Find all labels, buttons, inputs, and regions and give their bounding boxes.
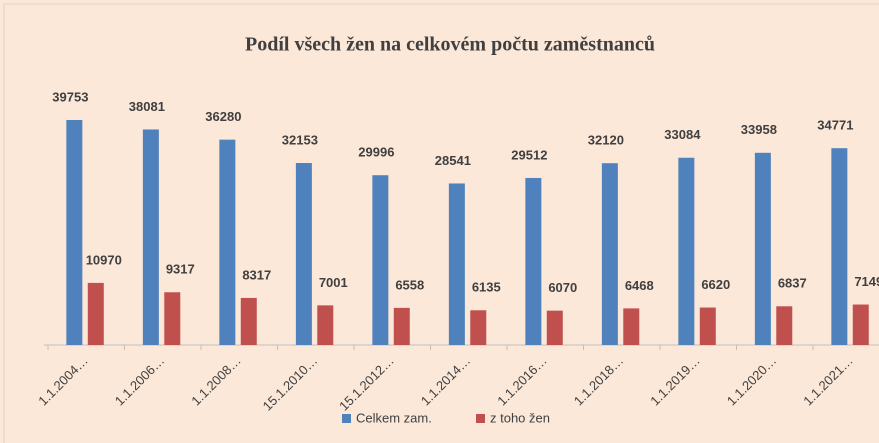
value-label: 6837: [778, 276, 807, 291]
x-tick-label: 1.1.2020…: [724, 353, 780, 409]
value-label: 28541: [435, 153, 471, 168]
bar: [470, 310, 487, 345]
bar: [525, 177, 542, 345]
legend-label: z toho žen: [490, 410, 550, 425]
x-tick-label: 1.1.2019…: [647, 353, 703, 409]
bar: [87, 282, 104, 345]
value-label: 38081: [129, 99, 165, 114]
bar: [546, 310, 563, 345]
value-label: 7001: [319, 275, 348, 290]
value-label: 6468: [625, 278, 654, 293]
bar: [240, 297, 257, 345]
bar: [219, 139, 236, 345]
x-tick-label: 1.1.2004…: [35, 353, 91, 409]
value-label: 6620: [701, 277, 730, 292]
bar: [164, 292, 181, 345]
value-label: 32120: [588, 133, 624, 148]
x-tick-label: 1.1.2014…: [418, 353, 474, 409]
value-label: 6558: [395, 277, 424, 292]
value-label: 33958: [741, 122, 777, 137]
x-tick-label: 1.1.2018…: [571, 353, 627, 409]
x-tick-label: 1.1.2008…: [188, 353, 244, 409]
value-label: 6135: [472, 280, 501, 295]
bar: [142, 129, 159, 345]
bar: [754, 152, 771, 345]
x-tick-label: 1.1.2006…: [112, 353, 168, 409]
bar: [372, 175, 389, 345]
x-tick-label: 1.1.2016…: [494, 353, 550, 409]
value-label: 7149: [854, 274, 879, 289]
value-label: 29512: [511, 147, 547, 162]
bar: [623, 308, 640, 345]
bar: [295, 163, 312, 345]
value-label: 29996: [358, 145, 394, 160]
bar: [601, 163, 618, 345]
bar: [831, 148, 848, 345]
bar: [393, 307, 410, 345]
bar: [776, 306, 793, 345]
x-tick-label: 15.1.2012…: [336, 353, 397, 414]
value-label: 10970: [86, 252, 122, 267]
value-label: 33084: [664, 127, 701, 142]
value-label: 34771: [817, 118, 853, 133]
value-label: 36280: [205, 109, 241, 124]
x-tick-label: 1.1.2021…: [800, 353, 856, 409]
value-label: 6070: [548, 280, 577, 295]
x-tick-label: 15.1.2010…: [260, 353, 321, 414]
bar: [852, 304, 869, 345]
value-label: 39753: [52, 89, 88, 104]
bar: [448, 183, 465, 345]
bar: [66, 120, 83, 345]
chart-title: Podíl všech žen na celkovém počtu zaměst…: [245, 34, 655, 56]
value-label: 8317: [242, 267, 271, 282]
bar: [699, 307, 716, 345]
bar: [678, 157, 695, 345]
legend-swatch: [342, 414, 351, 423]
legend-label: Celkem zam.: [356, 410, 432, 425]
legend-swatch: [476, 414, 485, 423]
chart-border: [3, 3, 879, 443]
value-label: 32153: [282, 132, 318, 147]
bar: [317, 305, 334, 345]
value-label: 9317: [166, 262, 195, 277]
